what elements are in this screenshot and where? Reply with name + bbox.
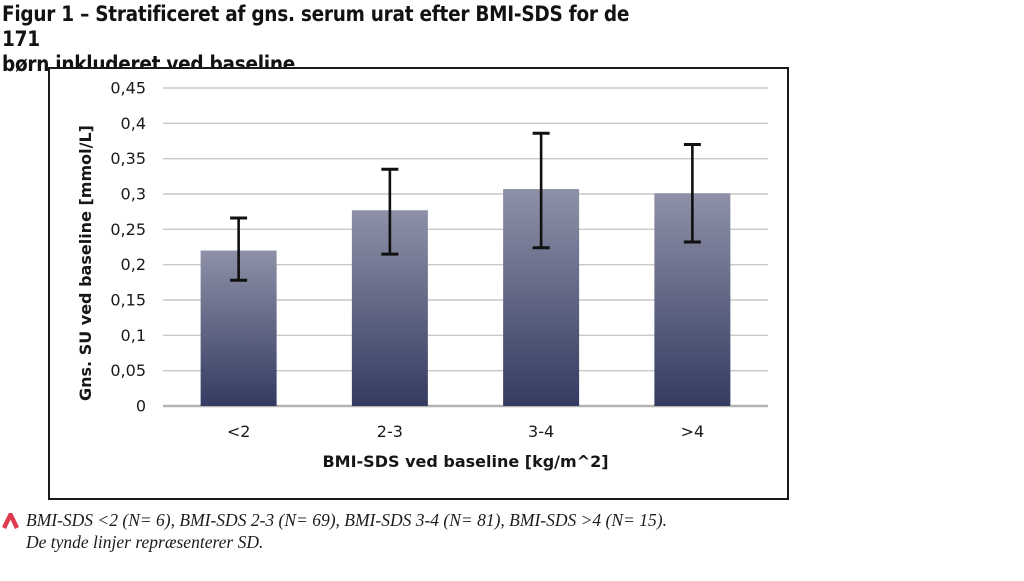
bar-chart: 0 0,05 0,1 0,15 0,2 0,25 0,3 0,35 0,4 0,45 <2 2-3 3-… — [110, 79, 768, 441]
figure-footnote: BMI-SDS <2 (N= 6), BMI-SDS 2-3 (N= 69), … — [2, 509, 667, 553]
y-tick-label: 0,1 — [121, 326, 146, 345]
footnote-line2: De tynde linjer repræsenterer SD. — [26, 532, 264, 552]
y-tick-label: 0,05 — [110, 361, 146, 380]
chart-area: 0 0,05 0,1 0,15 0,2 0,25 0,3 0,35 0,4 0,45 <2 2-3 3-… — [48, 67, 789, 500]
y-tick-label: 0,25 — [110, 220, 146, 239]
x-tick-label: 3-4 — [528, 422, 554, 441]
chevron-up-icon — [2, 513, 19, 529]
y-tick-label: 0 — [136, 397, 146, 416]
y-tick-label: 0,4 — [121, 114, 146, 133]
x-axis-title: BMI-SDS ved baseline [kg/m^2] — [322, 452, 609, 471]
y-tick-label: 0,45 — [110, 79, 146, 98]
y-axis-title: Gns. SU ved baseline [mmol/L] — [76, 125, 95, 401]
x-tick-label: <2 — [227, 422, 251, 441]
figure-title: Figur 1 – Stratificeret af gns. serum ur… — [2, 2, 671, 77]
figure-title-line1: Figur 1 – Stratificeret af gns. serum ur… — [2, 2, 630, 51]
y-tick-label: 0,3 — [121, 185, 146, 204]
y-tick-label: 0,2 — [121, 255, 146, 274]
x-tick-label: >4 — [681, 422, 705, 441]
footnote-text: BMI-SDS <2 (N= 6), BMI-SDS 2-3 (N= 69), … — [26, 509, 667, 553]
footnote-line1: BMI-SDS <2 (N= 6), BMI-SDS 2-3 (N= 69), … — [26, 510, 667, 530]
y-tick-label: 0,15 — [110, 291, 146, 310]
x-tick-label: 2-3 — [377, 422, 403, 441]
y-tick-label: 0,35 — [110, 149, 146, 168]
